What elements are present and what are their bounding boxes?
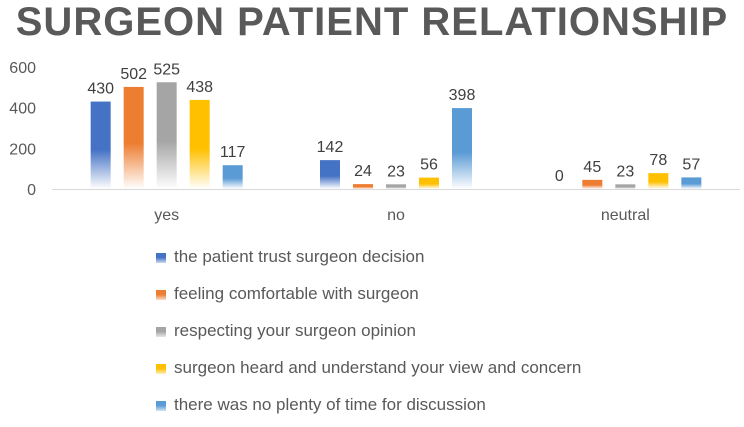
legend-label: there was no plenty of time for discussi… xyxy=(174,395,486,414)
data-label: 398 xyxy=(449,87,476,104)
legend-swatch xyxy=(156,364,166,374)
legend-label: the patient trust surgeon decision xyxy=(174,247,425,266)
data-label: 23 xyxy=(616,163,634,180)
y-tick-label: 200 xyxy=(9,141,36,158)
x-tick-label: no xyxy=(387,207,405,224)
y-tick-label: 400 xyxy=(9,101,36,118)
data-label: 525 xyxy=(153,61,180,78)
legend-swatch xyxy=(156,253,166,263)
chart-title: SURGEON PATIENT RELATIONSHIP xyxy=(15,0,729,44)
legend-label: feeling comfortable with surgeon xyxy=(174,284,419,303)
legend-item: respecting your surgeon opinion xyxy=(156,316,736,353)
x-tick-label: yes xyxy=(154,207,179,224)
legend-label: respecting your surgeon opinion xyxy=(174,321,416,340)
y-tick-label: 0 xyxy=(27,182,36,199)
bar xyxy=(123,86,144,189)
bar xyxy=(90,101,111,189)
data-label: 24 xyxy=(354,163,372,180)
bar xyxy=(615,184,636,189)
y-tick-label: 600 xyxy=(9,60,36,77)
bar xyxy=(156,82,177,189)
legend-item: surgeon heard and understand your view a… xyxy=(156,353,736,390)
data-label: 438 xyxy=(186,79,213,96)
bar xyxy=(222,165,243,189)
x-tick-label: neutral xyxy=(601,207,650,224)
legend-swatch xyxy=(156,290,166,300)
data-label: 502 xyxy=(120,66,147,83)
data-label: 45 xyxy=(583,159,601,176)
bar xyxy=(419,177,439,189)
bar xyxy=(353,184,373,189)
data-label: 142 xyxy=(317,139,344,156)
data-label: 57 xyxy=(682,156,700,173)
data-label: 117 xyxy=(220,144,246,161)
bar-chart: 0 200 400 600 430 502 525 438 117 yes 142 24 23 56 398… xyxy=(9,60,740,224)
data-label: 0 xyxy=(555,168,564,185)
legend-label: surgeon heard and understand your view a… xyxy=(174,358,582,377)
bar xyxy=(320,160,340,189)
bar xyxy=(386,184,406,189)
bar xyxy=(648,173,669,189)
legend-item: feeling comfortable with surgeon xyxy=(156,279,736,316)
data-label: 23 xyxy=(387,163,405,180)
data-label: 430 xyxy=(87,81,114,98)
bar xyxy=(452,108,472,189)
legend-item: the patient trust surgeon decision xyxy=(156,242,736,279)
data-label: 56 xyxy=(420,157,438,174)
chart-root: SURGEON PATIENT RELATIONSHIP 0 200 400 600 4… xyxy=(9,0,740,414)
bar xyxy=(189,99,210,189)
bar xyxy=(582,179,603,189)
legend-swatch xyxy=(156,401,166,411)
legend-item: there was no plenty of time for discussi… xyxy=(156,390,736,427)
data-label: 78 xyxy=(649,152,667,169)
legend: the patient trust surgeon decision feelin… xyxy=(156,242,736,427)
legend-swatch xyxy=(156,327,166,337)
bar xyxy=(681,177,702,189)
